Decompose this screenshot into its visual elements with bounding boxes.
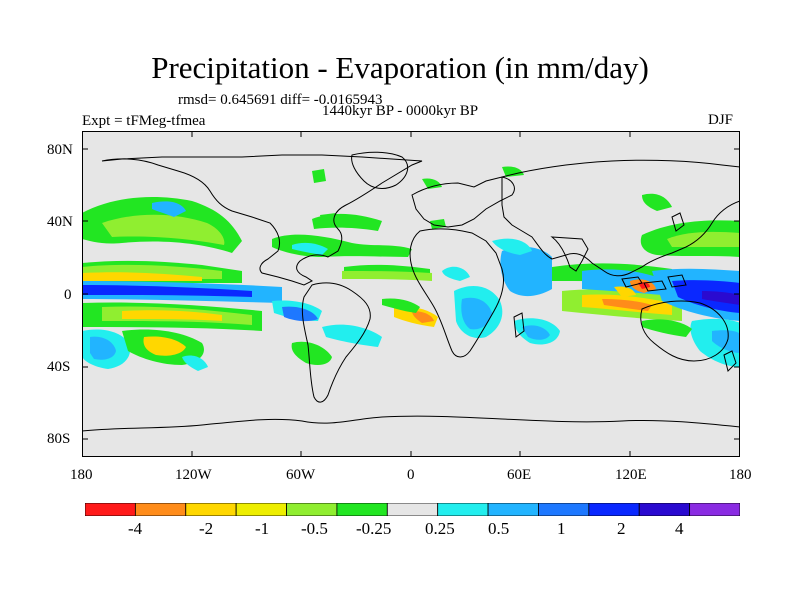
x-tick-label: 120E [615,467,647,483]
colorbar-label: -0.25 [356,519,392,538]
contour-region [82,285,252,297]
colorbar-label: -4 [128,519,143,538]
x-tick-label: 180 [70,467,93,483]
x-tick-label: 0 [407,467,415,483]
contour-region [461,297,492,330]
y-tick-label: 40S [47,359,71,375]
experiment-label: Expt = tFMeg-tfmea [82,113,206,129]
colorbar-label: 4 [675,519,684,538]
season-label: DJF [708,112,734,128]
coastline-north-america [101,154,423,286]
colorbar-label: 1 [557,519,566,538]
coastline-asia [501,159,740,277]
colorbar-swatch [538,503,590,516]
coastline-india [550,236,589,272]
colorbar-label: -0.5 [301,519,328,538]
colorbar-swatch [638,503,691,516]
y-tick-label: 80S [47,431,71,447]
contour-region [282,306,318,322]
colorbar-swatch [336,503,388,516]
coastline-new-zealand [723,350,737,372]
x-tick-label: 60W [286,467,316,483]
coastline-japan [671,212,685,232]
contour-region [344,264,430,273]
coastline-africa [409,228,505,358]
contour-region [642,319,692,337]
contour-region [82,272,202,281]
coastline-greenland [351,151,409,189]
colorbar-swatch [85,503,136,516]
coastline-australia [640,300,729,362]
colorbar [85,503,740,516]
colorbar-label: -2 [199,519,214,538]
contour-region [602,299,652,311]
contour-region [122,310,222,321]
colorbar-label: -1 [255,519,270,538]
contour-region [90,336,116,360]
colorbar-swatch [487,503,539,516]
coastline-south-america [301,282,371,403]
colorbar-label: 0.5 [488,519,510,538]
precipitation-evaporation-map [82,131,740,457]
y-tick-label: 80N [47,142,73,158]
contour-region [322,324,382,347]
contour-region [143,336,186,356]
field-contours [82,166,740,371]
contour-region [182,355,208,371]
x-tick-label: 180 [729,467,752,483]
y-tick-label: 40N [47,214,73,230]
period-text: 1440kyr BP - 0000kyr BP [322,103,479,119]
coastline-indonesia [621,274,687,292]
contour-region [702,291,740,305]
contour-region [638,282,650,289]
colorbar-swatch [185,503,237,516]
colorbar-swatch [286,503,338,516]
colorbar-swatch [689,503,740,516]
colorbar-swatch [437,503,489,516]
contour-region [422,178,442,189]
contour-region [667,231,740,247]
contour-region [291,341,332,365]
map-title: Precipitation - Evaporation (in mm/day) [151,50,649,85]
contour-region [614,286,636,297]
contour-region [442,266,470,281]
x-tick-label: 60E [507,467,532,483]
coastline-antarctica [82,415,740,432]
contour-region [292,242,328,255]
colorbar-label: 2 [617,519,626,538]
map-frame [82,131,740,457]
colorbar-swatch [235,503,287,516]
coastlines [82,151,740,432]
contour-region [502,166,524,177]
stats-text: rmsd= 0.645691 diff= -0.0165943 [178,92,383,108]
contour-region [642,193,672,211]
contour-region [382,298,420,313]
contour-region [312,169,326,183]
coastline-madagascar [513,312,525,338]
contour-region [500,246,552,297]
coastline-europe [411,176,515,228]
colorbar-swatch [588,503,640,516]
colorbar-swatch [386,503,439,516]
colorbar-swatch [134,503,187,516]
contour-region [412,311,434,323]
contour-region [492,238,532,255]
y-tick-label: 0 [64,287,72,303]
colorbar-label: 0.25 [425,519,455,538]
contour-region [152,201,186,217]
contour-region [522,325,550,340]
contour-region [102,214,225,245]
x-tick-label: 120W [175,467,212,483]
contour-region [712,330,740,353]
